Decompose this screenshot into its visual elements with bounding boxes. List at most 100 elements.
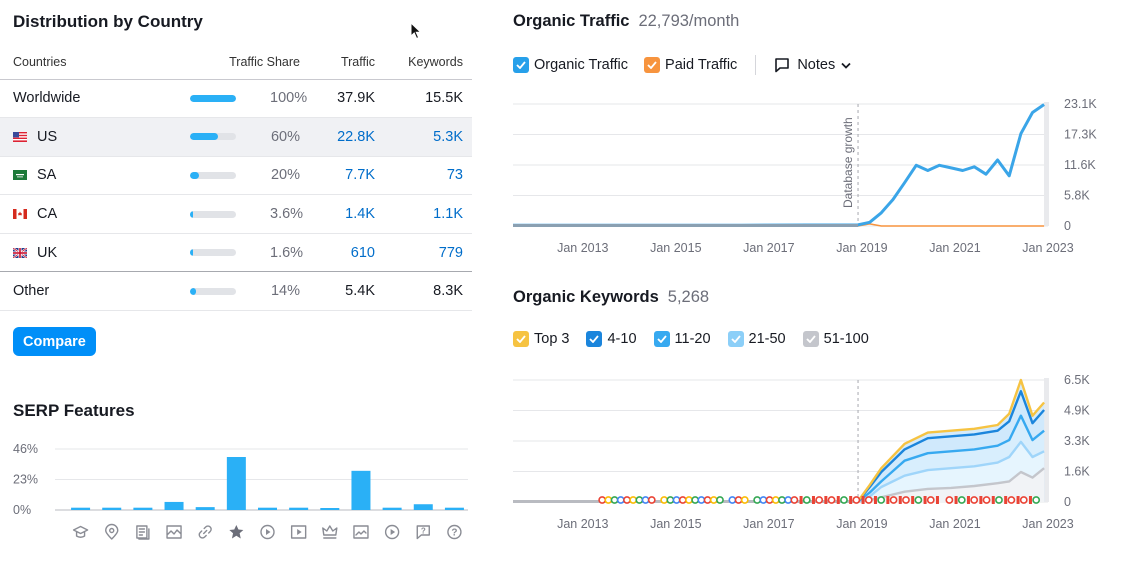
algorithm-update-marker[interactable] xyxy=(703,496,712,504)
algorithm-update-marker[interactable] xyxy=(873,496,877,504)
serp-bar[interactable] xyxy=(444,507,464,510)
algorithm-update-marker[interactable] xyxy=(784,496,793,504)
algorithm-update-marker[interactable] xyxy=(685,496,693,504)
algorithm-update-marker[interactable] xyxy=(641,496,650,504)
algorithm-update-marker[interactable] xyxy=(678,496,687,504)
organic-traffic-chart[interactable]: 23.1K 17.3K 11.6K 5.8K 0 Jan 2013 Jan 2015 Jan … xyxy=(513,92,1113,262)
traffic-series-organic[interactable] xyxy=(513,103,1045,227)
algorithm-update-marker[interactable] xyxy=(709,496,718,504)
traffic-value[interactable]: 610 xyxy=(309,233,384,273)
article-icon[interactable] xyxy=(136,525,150,540)
algorithm-update-marker[interactable] xyxy=(954,496,958,504)
serp-bar[interactable] xyxy=(226,457,246,510)
algorithm-update-marker[interactable] xyxy=(771,496,780,504)
column-header-traffic[interactable]: Traffic xyxy=(309,45,384,80)
question-icon[interactable]: ? xyxy=(447,524,462,540)
column-header-keywords[interactable]: Keywords xyxy=(384,45,472,80)
serp-bar[interactable] xyxy=(102,507,122,510)
algorithm-update-marker[interactable] xyxy=(623,496,631,504)
algorithm-update-marker[interactable] xyxy=(852,496,861,504)
algorithm-update-marker[interactable] xyxy=(815,496,824,504)
algorithm-update-marker[interactable] xyxy=(716,496,724,504)
serp-bar[interactable] xyxy=(164,501,184,510)
serp-bar[interactable] xyxy=(195,507,215,510)
legend-organic-traffic-checkbox[interactable]: Organic Traffic xyxy=(513,57,628,73)
algorithm-update-marker[interactable] xyxy=(877,496,886,504)
legend-keywords-4-10-checkbox[interactable]: 4-10 xyxy=(586,331,637,347)
serp-bar[interactable] xyxy=(71,507,91,510)
algorithm-update-marker[interactable] xyxy=(861,496,865,504)
algorithm-update-marker[interactable] xyxy=(811,496,815,504)
algorithm-update-marker[interactable] xyxy=(660,496,669,504)
algorithm-update-marker[interactable] xyxy=(886,496,890,504)
algorithm-update-marker[interactable] xyxy=(610,496,619,504)
graduation-cap-icon[interactable] xyxy=(72,525,89,538)
traffic-value[interactable]: 7.7K xyxy=(309,156,384,196)
algorithm-update-marker[interactable] xyxy=(734,496,743,504)
algorithm-update-marker[interactable] xyxy=(778,496,786,504)
keywords-value[interactable]: 5.3K xyxy=(384,117,472,157)
algorithm-update-marker[interactable] xyxy=(1007,496,1016,504)
algorithm-update-marker[interactable] xyxy=(926,496,935,504)
algorithm-update-marker[interactable] xyxy=(836,496,840,504)
table-row[interactable]: Worldwide 100% 37.9K 15.5K xyxy=(0,79,472,119)
legend-paid-traffic-checkbox[interactable]: Paid Traffic xyxy=(644,57,737,73)
table-row[interactable]: UK 1.6% 610 779 xyxy=(0,233,472,273)
table-row[interactable]: CA 3.6% 1.4K 1.1K xyxy=(0,194,472,234)
algorithm-update-marker[interactable] xyxy=(697,496,706,504)
algorithm-update-marker[interactable] xyxy=(1032,496,1041,504)
image-icon[interactable] xyxy=(353,525,369,539)
legend-keywords-top-3-checkbox[interactable]: Top 3 xyxy=(513,331,569,347)
algorithm-update-marker[interactable] xyxy=(970,496,979,504)
algorithm-update-marker[interactable] xyxy=(914,496,923,504)
algorithm-update-marker[interactable] xyxy=(740,496,749,504)
keywords-value[interactable]: 73 xyxy=(384,156,472,196)
algorithm-update-marker[interactable] xyxy=(790,496,799,504)
serp-bar[interactable] xyxy=(289,507,309,510)
algorithm-update-marker[interactable] xyxy=(799,496,803,504)
algorithm-update-marker[interactable] xyxy=(672,496,681,504)
legend-keywords-21-50-checkbox[interactable]: 21-50 xyxy=(727,331,786,347)
serp-bar[interactable] xyxy=(258,507,277,510)
algorithm-update-marker[interactable] xyxy=(902,496,910,504)
algorithm-update-marker[interactable] xyxy=(923,496,927,504)
algorithm-update-marker[interactable] xyxy=(911,496,915,504)
serp-bar[interactable] xyxy=(413,504,433,510)
algorithm-update-marker[interactable] xyxy=(647,496,656,504)
algorithm-update-marker[interactable] xyxy=(666,496,675,504)
keywords-series-0[interactable] xyxy=(513,378,1046,503)
serp-bar[interactable] xyxy=(382,507,402,510)
map-pin-icon[interactable] xyxy=(105,523,119,540)
algorithm-update-marker[interactable] xyxy=(864,496,873,504)
algorithm-update-marker[interactable] xyxy=(966,496,970,504)
keywords-value[interactable]: 779 xyxy=(384,233,472,273)
algorithm-update-marker[interactable] xyxy=(840,496,848,504)
algorithm-update-marker[interactable] xyxy=(728,496,737,504)
algorithm-update-marker[interactable] xyxy=(824,496,828,504)
algorithm-update-marker[interactable] xyxy=(982,496,991,504)
algorithm-update-marker[interactable] xyxy=(759,496,768,504)
compare-button[interactable]: Compare xyxy=(13,327,96,356)
algorithm-update-marker[interactable] xyxy=(1019,496,1028,504)
algorithm-update-marker[interactable] xyxy=(753,496,762,504)
algorithm-update-marker[interactable] xyxy=(604,496,613,504)
faq-icon[interactable]: ? xyxy=(416,525,430,540)
traffic-series-paid[interactable] xyxy=(513,223,1045,227)
serp-bar[interactable] xyxy=(351,470,371,510)
algorithm-update-marker[interactable] xyxy=(616,496,625,504)
algorithm-update-marker[interactable] xyxy=(598,496,607,504)
algorithm-update-marker[interactable] xyxy=(765,496,774,504)
algorithm-update-marker[interactable] xyxy=(991,496,995,504)
traffic-value[interactable]: 1.4K xyxy=(309,194,384,234)
traffic-value[interactable]: 22.8K xyxy=(309,117,384,157)
algorithm-update-marker[interactable] xyxy=(629,496,638,504)
algorithm-update-marker[interactable] xyxy=(935,496,939,504)
table-row[interactable]: SA 20% 7.7K 73 xyxy=(0,156,472,196)
video-carousel-icon[interactable] xyxy=(290,525,307,539)
keywords-series-2[interactable] xyxy=(513,414,1045,503)
keywords-value[interactable]: 1.1K xyxy=(384,194,472,234)
table-row[interactable]: US 60% 22.8K 5.3K xyxy=(0,117,472,157)
algorithm-update-marker[interactable] xyxy=(898,496,902,504)
column-header-traffic-share[interactable]: Traffic Share xyxy=(174,45,309,80)
algorithm-update-marker[interactable] xyxy=(1028,496,1032,504)
